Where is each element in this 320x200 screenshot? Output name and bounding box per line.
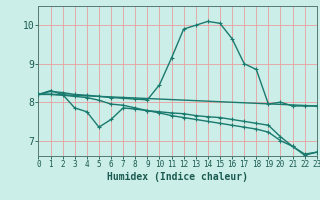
X-axis label: Humidex (Indice chaleur): Humidex (Indice chaleur) <box>107 172 248 182</box>
